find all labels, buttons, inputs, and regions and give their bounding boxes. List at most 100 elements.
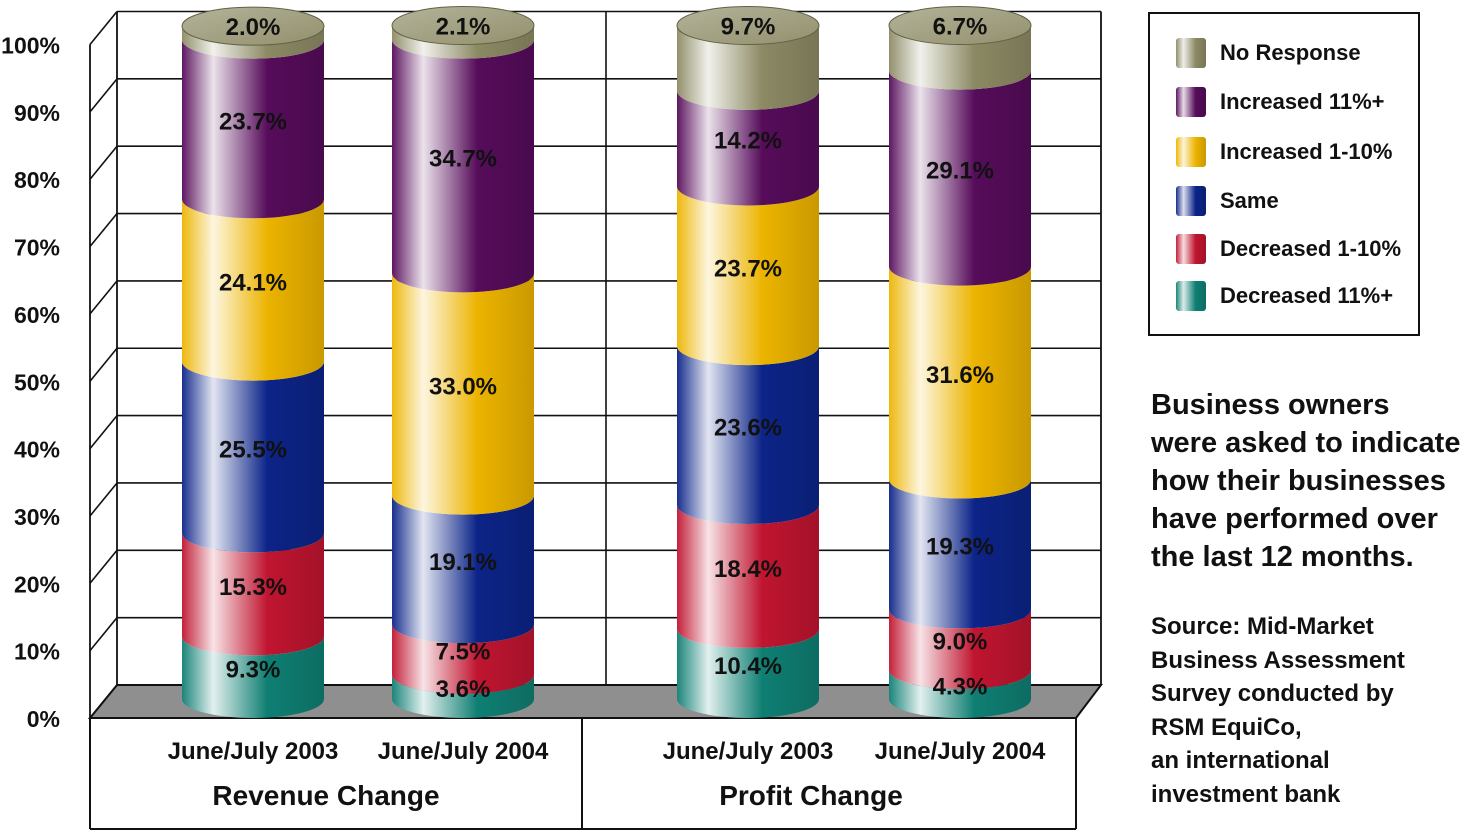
bar-segment xyxy=(889,70,1031,286)
bar-top-cap xyxy=(888,6,1032,45)
bar-segment xyxy=(889,479,1031,629)
category-label: June/July 2003 xyxy=(168,738,339,765)
legend-swatch xyxy=(1176,234,1206,264)
data-label: 14.2% xyxy=(714,128,782,155)
bar-segment xyxy=(182,361,324,553)
category-label: June/July 2003 xyxy=(663,738,834,765)
y-tick-label: 0% xyxy=(27,706,60,732)
data-label: 4.3% xyxy=(933,674,988,701)
y-tick-label: 100% xyxy=(1,33,60,59)
data-label: 7.5% xyxy=(436,638,491,665)
group-label: Revenue Change xyxy=(212,780,439,811)
data-label: 33.0% xyxy=(429,373,497,400)
note-line: how their businesses xyxy=(1151,465,1446,497)
note-line: Business owners xyxy=(1151,389,1390,421)
side-gridline xyxy=(89,482,118,517)
legend: No Response Increased 11%+ Increased 1-1… xyxy=(1148,12,1420,336)
y-tick-label: 20% xyxy=(14,571,60,597)
source-line: RSM EquiCo, xyxy=(1151,713,1302,741)
data-label: 2.1% xyxy=(436,14,491,41)
bar-top-cap xyxy=(181,6,325,46)
data-label: 2.0% xyxy=(226,14,281,41)
y-tick-label: 40% xyxy=(14,437,60,463)
data-label: 23.7% xyxy=(714,255,782,282)
bar-segment xyxy=(677,628,819,718)
legend-swatch xyxy=(1176,281,1206,311)
legend-label: Increased 11%+ xyxy=(1220,89,1385,114)
bar-segment xyxy=(182,636,324,718)
side-gridline xyxy=(89,10,118,46)
y-tick-label: 90% xyxy=(14,100,60,126)
y-tick-label: 80% xyxy=(14,167,60,193)
data-label: 23.7% xyxy=(219,108,287,135)
source-line: Source: Mid-Market xyxy=(1151,613,1374,640)
bar-segment xyxy=(392,273,534,515)
legend-label: Same xyxy=(1220,188,1279,213)
data-label: 10.4% xyxy=(714,653,782,680)
data-label: 19.1% xyxy=(429,549,497,576)
data-label: 18.4% xyxy=(714,556,782,583)
bar-segment xyxy=(392,25,534,59)
y-tick-label: 70% xyxy=(14,235,60,261)
category-label: June/July 2004 xyxy=(378,738,549,765)
bar-segment xyxy=(392,674,534,718)
legend-item-increased-1-10: Increased 1-10% xyxy=(1176,135,1392,169)
data-label: 9.3% xyxy=(226,657,281,684)
chart-bars xyxy=(181,6,1032,718)
note-line: the last 12 months. xyxy=(1151,541,1414,573)
chart-note: Business owners were asked to indicate h… xyxy=(1151,386,1461,576)
legend-label: No Response xyxy=(1220,40,1361,65)
bar-segment xyxy=(182,533,324,656)
chart-labels: 0% 10% 20% 30% 40% 50% 60% 70% 80% 90% 100% Revenue… xyxy=(1,14,1046,812)
bar-segment xyxy=(182,39,324,219)
cylinder-bar xyxy=(391,6,535,718)
source-line: Survey conducted by xyxy=(1151,680,1394,707)
legend-item-decreased-11: Decreased 11%+ xyxy=(1176,279,1393,313)
data-label: 9.7% xyxy=(721,14,776,41)
side-gridline xyxy=(89,617,118,652)
bar-segment xyxy=(889,25,1031,90)
bar-segment xyxy=(677,346,819,525)
data-label: 6.7% xyxy=(933,14,988,41)
legend-swatch xyxy=(1176,38,1206,68)
source-line: Business Assessment xyxy=(1151,646,1405,674)
data-label: 34.7% xyxy=(429,145,497,172)
bar-segment xyxy=(182,26,324,59)
data-label: 19.3% xyxy=(926,533,994,560)
legend-swatch xyxy=(1176,186,1206,216)
bar-top-cap xyxy=(676,6,820,45)
source-note: Source: Mid-Market Business Assessment S… xyxy=(1151,610,1451,811)
data-label: 23.6% xyxy=(714,415,782,442)
note-line: were asked to indicate xyxy=(1151,427,1461,459)
legend-item-no-response: No Response xyxy=(1176,36,1361,70)
data-label: 29.1% xyxy=(926,158,994,185)
data-label: 31.6% xyxy=(926,362,994,389)
side-gridline xyxy=(89,78,118,113)
bar-segment xyxy=(392,39,534,293)
bar-segment xyxy=(889,670,1031,718)
bar-segment xyxy=(677,25,819,110)
bar-segment xyxy=(677,90,819,206)
y-tick-label: 50% xyxy=(14,369,60,395)
legend-item-decreased-1-10: Decreased 1-10% xyxy=(1176,232,1401,266)
side-gridline xyxy=(89,549,118,584)
bar-top-cap xyxy=(391,6,535,45)
y-tick-label: 10% xyxy=(14,639,60,665)
bar-segment xyxy=(889,266,1031,499)
side-gridline xyxy=(89,145,118,180)
source-line: an international xyxy=(1151,747,1330,774)
side-gridline xyxy=(89,684,118,719)
cylinder-bar xyxy=(181,6,325,718)
side-gridline xyxy=(89,280,118,315)
bar-segment xyxy=(889,609,1031,690)
y-tick-label: 30% xyxy=(14,504,60,530)
legend-label: Decreased 11%+ xyxy=(1220,283,1394,308)
cylinder-bar xyxy=(888,6,1032,718)
data-label: 24.1% xyxy=(219,269,287,296)
bar-segment xyxy=(392,624,534,694)
legend-item-increased-11: Increased 11%+ xyxy=(1176,85,1385,119)
legend-item-same: Same xyxy=(1176,184,1279,218)
side-gridline xyxy=(89,347,118,382)
